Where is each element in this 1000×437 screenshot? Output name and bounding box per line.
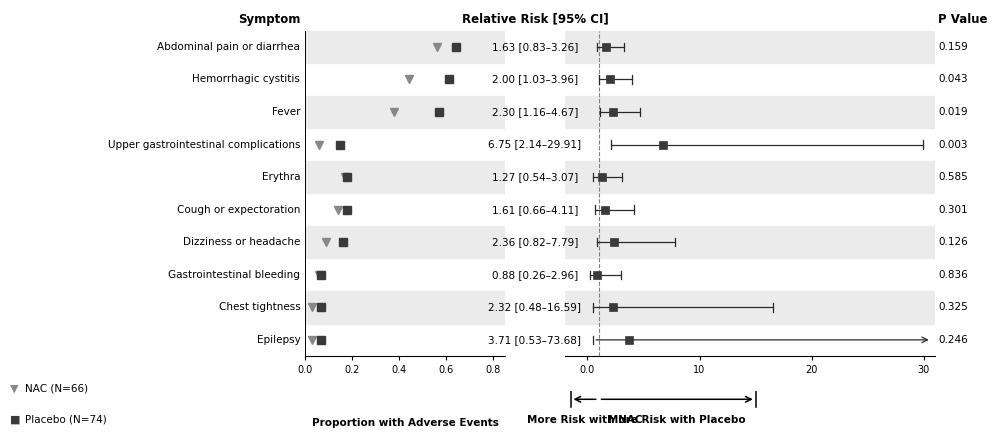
Text: 1.27 [0.54–3.07]: 1.27 [0.54–3.07]	[492, 172, 578, 182]
Text: Hemorrhagic cystitis: Hemorrhagic cystitis	[192, 74, 300, 84]
Text: Symptom: Symptom	[238, 13, 300, 26]
Text: 0.325: 0.325	[938, 302, 968, 312]
Text: 1.63 [0.83–3.26]: 1.63 [0.83–3.26]	[492, 42, 578, 52]
Text: ▼: ▼	[10, 384, 18, 394]
Bar	[565, 291, 935, 323]
Text: Chest tightness: Chest tightness	[219, 302, 300, 312]
Text: 0.019: 0.019	[938, 107, 968, 117]
Text: 0.301: 0.301	[938, 205, 968, 215]
Bar	[565, 96, 935, 128]
Bar	[565, 161, 935, 193]
Text: Relative Risk [95% CI]: Relative Risk [95% CI]	[462, 13, 608, 26]
Text: Epilepsy: Epilepsy	[257, 335, 300, 345]
Text: Abdominal pain or diarrhea: Abdominal pain or diarrhea	[157, 42, 300, 52]
Text: 0.126: 0.126	[938, 237, 968, 247]
Text: Fever: Fever	[272, 107, 300, 117]
Text: 0.585: 0.585	[938, 172, 968, 182]
Text: 0.88 [0.26–2.96]: 0.88 [0.26–2.96]	[492, 270, 578, 280]
Bar	[305, 226, 505, 259]
Text: 2.36 [0.82–7.79]: 2.36 [0.82–7.79]	[492, 237, 578, 247]
Bar	[565, 31, 935, 63]
Text: 6.75 [2.14–29.91]: 6.75 [2.14–29.91]	[488, 139, 582, 149]
Text: Cough or expectoration: Cough or expectoration	[177, 205, 300, 215]
Text: 2.32 [0.48–16.59]: 2.32 [0.48–16.59]	[488, 302, 581, 312]
Text: P Value: P Value	[938, 13, 988, 26]
Text: Gastrointestinal bleeding: Gastrointestinal bleeding	[168, 270, 300, 280]
Text: More Risk with Placebo: More Risk with Placebo	[608, 415, 746, 425]
Bar	[305, 96, 505, 128]
Text: 2.30 [1.16–4.67]: 2.30 [1.16–4.67]	[492, 107, 578, 117]
Text: 0.003: 0.003	[938, 139, 968, 149]
Bar	[305, 161, 505, 193]
Text: ■: ■	[10, 415, 20, 424]
Text: Proportion with Adverse Events: Proportion with Adverse Events	[312, 418, 498, 428]
Text: 0.159: 0.159	[938, 42, 968, 52]
Text: Placebo (N=74): Placebo (N=74)	[25, 415, 107, 424]
Text: 0.246: 0.246	[938, 335, 968, 345]
Bar	[565, 226, 935, 259]
Text: NAC (N=66): NAC (N=66)	[25, 384, 88, 394]
Text: Upper gastrointestinal complications: Upper gastrointestinal complications	[108, 139, 300, 149]
Text: 2.00 [1.03–3.96]: 2.00 [1.03–3.96]	[492, 74, 578, 84]
Text: Dizziness or headache: Dizziness or headache	[183, 237, 300, 247]
Text: Erythra: Erythra	[262, 172, 300, 182]
Text: More Risk with NAC: More Risk with NAC	[527, 415, 642, 425]
Text: 1.61 [0.66–4.11]: 1.61 [0.66–4.11]	[492, 205, 578, 215]
Text: 3.71 [0.53–73.68]: 3.71 [0.53–73.68]	[488, 335, 581, 345]
Text: 0.043: 0.043	[938, 74, 968, 84]
Bar	[305, 31, 505, 63]
Bar	[305, 291, 505, 323]
Text: 0.836: 0.836	[938, 270, 968, 280]
